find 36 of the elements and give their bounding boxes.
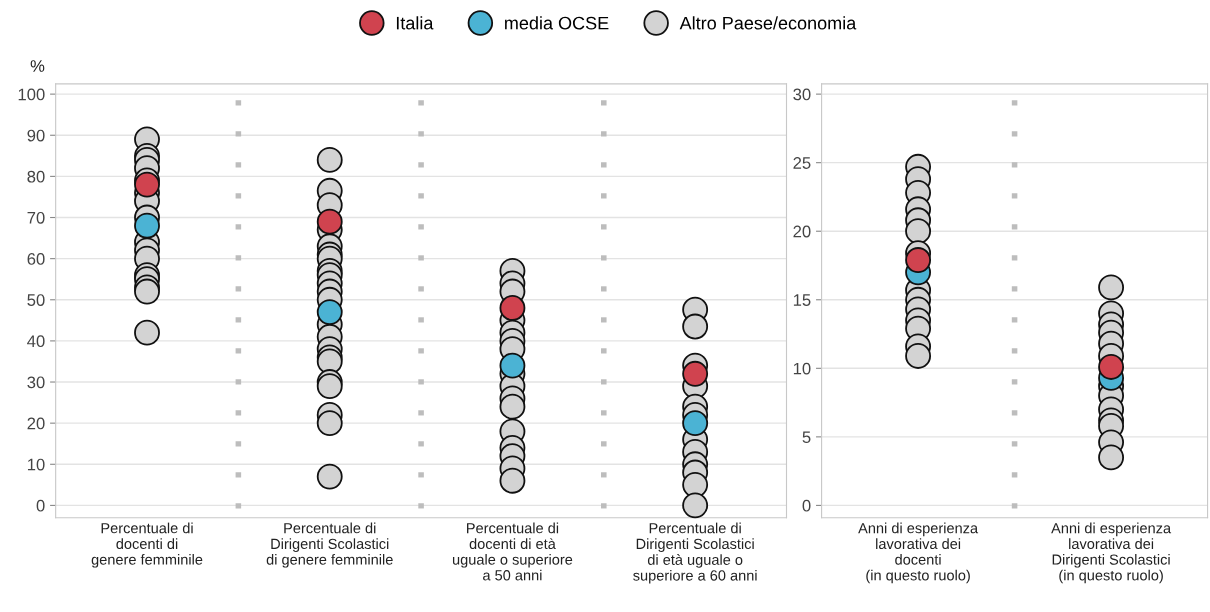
y-tick-label: 20 <box>27 417 45 430</box>
y-tick-label: 40 <box>27 335 45 348</box>
point <box>316 208 343 235</box>
legend-label: Italia <box>396 16 434 30</box>
x-tick-label: Percentuale di docenti di genere femminile <box>91 522 203 568</box>
point <box>134 171 160 198</box>
point <box>499 352 526 379</box>
y-tick-label: 0 <box>36 499 45 512</box>
point <box>499 295 526 321</box>
y-tick-label: 10 <box>27 458 45 471</box>
y-tick-label: 0 <box>802 499 811 512</box>
point <box>134 212 160 239</box>
y-tick-label: 5 <box>802 431 811 444</box>
y-tick-label: 90 <box>27 129 45 142</box>
point <box>682 410 709 437</box>
y-tick-label: 80 <box>27 170 45 183</box>
y-tick-label: 15 <box>793 294 811 306</box>
y-tick-label: 70 <box>27 211 45 224</box>
y-tick-label: 10 <box>793 362 811 375</box>
y-tick-label: 30 <box>27 376 45 389</box>
point <box>316 299 343 326</box>
x-tick-label: Percentuale di Dirigenti Scolastici di età uguale o superiore a 60 anni <box>633 522 757 584</box>
legend-label: Altro Paese/economia <box>679 16 857 30</box>
y-tick-label: 100 <box>18 88 45 101</box>
y-tick-label: 20 <box>793 225 811 238</box>
x-tick-label: Anni di esperienza lavorativa dei docenti (in questo ruolo) <box>858 522 979 584</box>
y-axis-title: % <box>30 60 45 72</box>
point <box>682 360 709 387</box>
y-tick-label: 60 <box>27 253 45 265</box>
y-tick-label: 25 <box>793 157 811 169</box>
legend-label: media OCSE <box>505 16 609 30</box>
x-tick-label: Percentuale di Dirigenti Scolastici di genere femminile <box>266 522 393 568</box>
x-tick-label: Percentuale di docenti di età uguale o superiore a 50 anni <box>452 522 573 581</box>
y-tick-label: 30 <box>793 88 811 101</box>
y-tick-label: 50 <box>27 294 45 306</box>
x-tick-label: Anni di esperienza lavorativa dei Dirigenti Scolastici (in questo ruolo) <box>1051 522 1172 584</box>
